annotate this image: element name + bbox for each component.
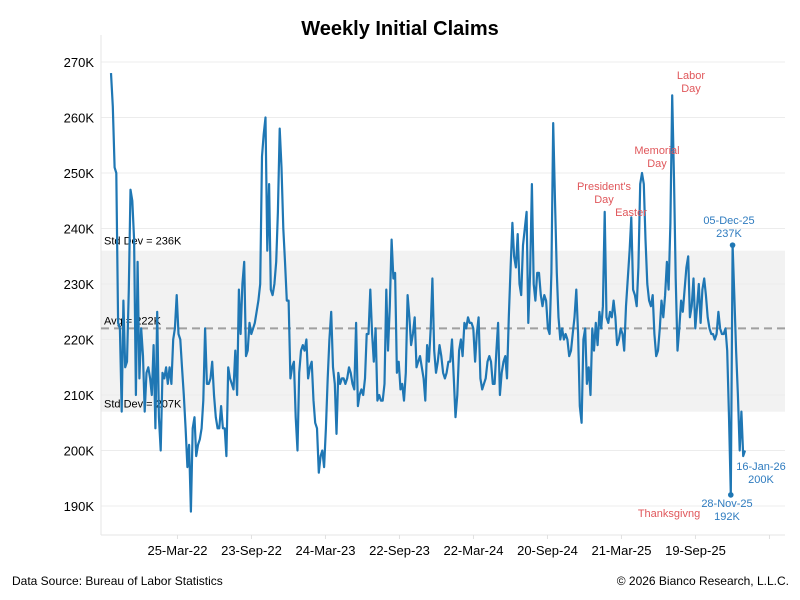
std-dev-band bbox=[101, 250, 785, 412]
y-tick-label: 200K bbox=[64, 444, 95, 459]
x-tick-label: 25-Mar-22 bbox=[147, 543, 207, 558]
annotation-memorial-day: Memorial bbox=[634, 145, 679, 157]
gridlines bbox=[101, 61, 785, 507]
annotation-memorial-day: Day bbox=[647, 158, 667, 170]
annotation-28-nov-25: 28-Nov-25 bbox=[701, 498, 752, 510]
series-line bbox=[109, 73, 747, 513]
chart-title: Weekly Initial Claims bbox=[301, 18, 499, 40]
annotation-presidents-day: President's bbox=[577, 181, 632, 193]
x-tick-label: 20-Sep-24 bbox=[517, 543, 578, 558]
annotation-16-jan-26: 200K bbox=[748, 474, 774, 486]
y-tick-label: 210K bbox=[64, 388, 95, 403]
annotation-labor-day: Labor bbox=[677, 70, 705, 82]
data-point-marker bbox=[727, 492, 734, 498]
y-tick-label: 230K bbox=[64, 277, 95, 292]
y-tick-label: 190K bbox=[64, 499, 95, 514]
annotation-05-dec-25: 05-Dec-25 bbox=[703, 215, 754, 227]
y-tick-label: 240K bbox=[64, 222, 95, 237]
y-tick-label: 260K bbox=[64, 111, 95, 126]
x-tick-label: 22-Mar-24 bbox=[443, 543, 503, 558]
average-label: Avg = 222K bbox=[104, 315, 162, 327]
annotation-05-dec-25: 237K bbox=[716, 228, 742, 240]
x-tick-label: 19-Sep-25 bbox=[665, 543, 726, 558]
x-tick-label: 24-Mar-23 bbox=[295, 543, 355, 558]
y-tick-label: 220K bbox=[64, 333, 95, 348]
y-tick-label: 270K bbox=[64, 55, 95, 70]
data-source-note: Data Source: Bureau of Labor Statistics bbox=[12, 574, 223, 588]
annotation-28-nov-25: 192K bbox=[714, 511, 740, 523]
copyright-note: © 2026 Bianco Research, L.L.C. bbox=[616, 574, 789, 588]
std-dev-band-rect bbox=[101, 250, 785, 412]
x-tick-label: 21-Mar-25 bbox=[591, 543, 651, 558]
std-dev-low-label: Std Dev = 207K bbox=[104, 399, 182, 411]
annotation-presidents-day: Day bbox=[594, 194, 614, 206]
x-tick-labels: 25-Mar-22 23-Sep-22 24-Mar-23 22-Sep-23 22-M… bbox=[147, 543, 725, 558]
annotation-16-jan-26: 16-Jan-26 bbox=[736, 461, 786, 473]
data-point-marker bbox=[729, 242, 736, 248]
annotations: LaborDayMemorialDayPresident'sDayEasterT… bbox=[577, 70, 786, 523]
annotation-labor-day: Day bbox=[681, 83, 701, 95]
annotation-thanksgiving: Thanksgivng bbox=[638, 508, 700, 520]
x-tick-label: 22-Sep-23 bbox=[369, 543, 430, 558]
series bbox=[109, 73, 747, 513]
axes bbox=[100, 35, 785, 539]
annotation-easter: Easter bbox=[615, 207, 647, 219]
x-tick-label: 23-Sep-22 bbox=[221, 543, 282, 558]
y-tick-label: 250K bbox=[64, 166, 95, 181]
y-tick-labels: 190K 200K 210K 220K 230K 240K 250K 260K 270K bbox=[64, 55, 95, 514]
std-dev-high-label: Std Dev = 236K bbox=[104, 236, 182, 248]
